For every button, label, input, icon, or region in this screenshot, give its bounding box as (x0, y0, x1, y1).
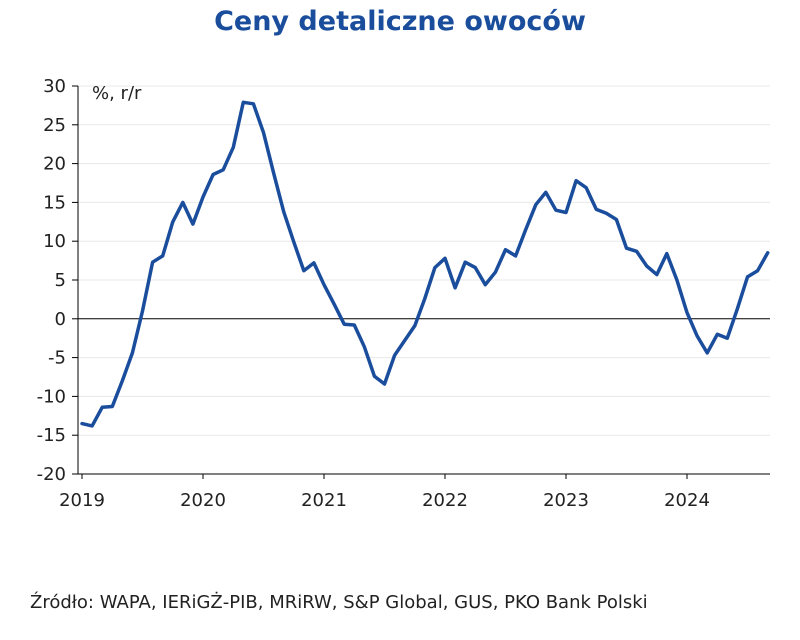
y-tick-label: 10 (43, 231, 66, 252)
y-tick-label: 15 (43, 192, 66, 213)
source-note: Źródło: WAPA, IERiGŻ-PIB, MRiRW, S&P Glo… (30, 592, 648, 613)
chart-title: Ceny detaliczne owoców (214, 6, 586, 37)
y-tick-label: 25 (43, 115, 66, 136)
x-tick-label: 2024 (664, 490, 710, 511)
y-tick-label: -10 (37, 386, 66, 407)
y-axis-label: %, r/r (92, 83, 142, 104)
y-tick-label: 30 (43, 76, 66, 97)
series-line (80, 100, 770, 428)
axes: -20 -15 -10 -5 0 5 10 15 20 25 30 2019 2020 2021 2022 2… (37, 76, 770, 511)
y-tick-label: 0 (55, 309, 66, 330)
x-tick-label: 2020 (180, 490, 226, 511)
x-tick-label: 2023 (543, 490, 589, 511)
grid (78, 85, 770, 475)
line-chart: -20 -15 -10 -5 0 5 10 15 20 25 30 2019 2020 2021 2022 2… (37, 76, 770, 511)
series-layer (80, 100, 770, 428)
y-tick-label: 5 (55, 270, 66, 291)
y-tick-label: 20 (43, 154, 66, 175)
x-tick-label: 2022 (422, 490, 468, 511)
y-tick-label: -20 (37, 464, 66, 485)
x-tick-label: 2019 (59, 490, 105, 511)
x-tick-label: 2021 (301, 490, 347, 511)
y-tick-label: -5 (48, 348, 66, 369)
y-tick-label: -15 (37, 425, 66, 446)
